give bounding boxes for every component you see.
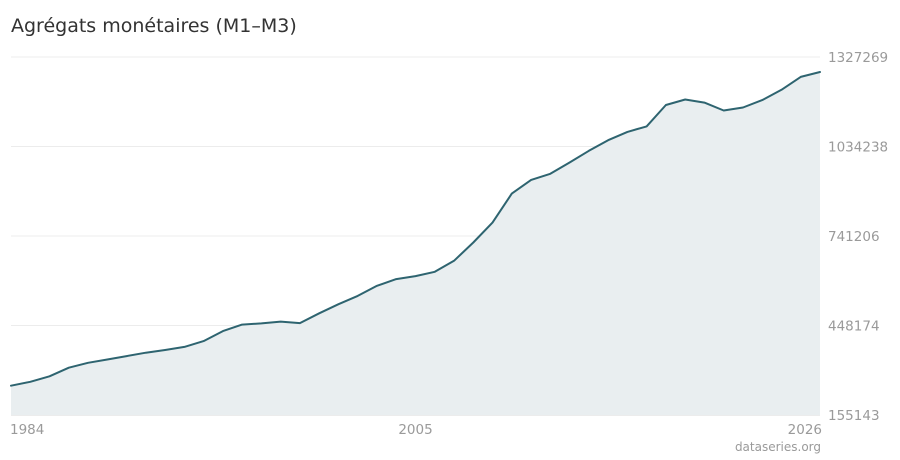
source-credit: dataseries.org — [734, 440, 821, 454]
y-tick-label: 1327269 — [828, 50, 888, 66]
y-tick-label: 741206 — [828, 229, 880, 245]
x-tick-label: 1984 — [10, 422, 44, 438]
y-tick-label: 1034238 — [828, 139, 888, 155]
series-fill — [11, 72, 820, 415]
x-tick-label: 2026 — [788, 422, 822, 438]
y-axis: 1327269 1034238 741206 448174 155143 — [828, 50, 888, 424]
y-tick-label: 448174 — [828, 319, 880, 335]
chart-title: Agrégats monétaires (M1–M3) — [11, 15, 297, 37]
series-line — [10, 71, 821, 387]
x-tick-label: 2005 — [398, 422, 432, 438]
series-area — [10, 71, 821, 415]
y-tick-label: 155143 — [828, 408, 880, 424]
x-axis: 1984 2005 2026 — [10, 422, 822, 438]
